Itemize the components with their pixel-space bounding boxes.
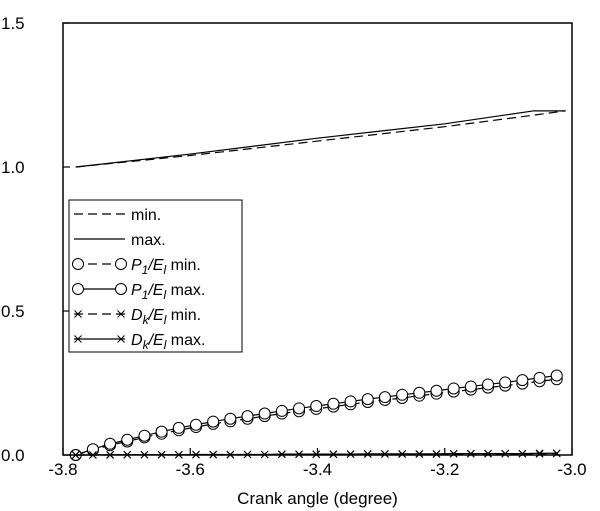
- circle-marker: [104, 437, 117, 450]
- x-marker: [74, 310, 82, 318]
- legend-item: max.: [74, 232, 166, 249]
- circle-marker: [138, 429, 151, 442]
- circle-marker: [72, 258, 84, 270]
- circle-marker: [86, 443, 99, 456]
- legend-item: Dk/El min.: [74, 307, 201, 327]
- x-marker: [381, 449, 389, 458]
- circle-marker: [115, 258, 127, 270]
- circle-marker: [396, 388, 409, 401]
- x-marker: [432, 449, 441, 458]
- circle-marker: [72, 283, 84, 295]
- circle-marker: [293, 402, 306, 415]
- x-marker: [449, 449, 458, 458]
- series-1: [75, 110, 566, 168]
- x-marker: [466, 449, 475, 458]
- y-tick-label: 0.5: [1, 302, 25, 321]
- legend-item: Dk/El max.: [74, 332, 205, 352]
- axis-ticks: -3.8 -3.6 -3.4 -3.2 -3.0 0.0 0.5 1.0 1.5: [1, 14, 587, 479]
- series-5: [71, 449, 561, 459]
- legend-label: Dk/El max.: [131, 332, 205, 352]
- x-tick-label: -3.8: [48, 460, 77, 479]
- x-tick-label: -3.4: [303, 460, 332, 479]
- legend-label: P1/El min.: [131, 257, 201, 277]
- circle-marker: [121, 433, 134, 446]
- circle-marker: [482, 378, 495, 391]
- x-marker: [363, 449, 372, 458]
- x-marker: [501, 449, 510, 458]
- circle-marker: [344, 395, 357, 408]
- x-marker: [484, 449, 492, 458]
- circle-marker: [155, 425, 168, 438]
- circle-marker: [499, 376, 512, 389]
- x-marker: [117, 310, 125, 318]
- circle-marker: [550, 369, 563, 382]
- y-tick-label: 0.0: [1, 446, 25, 465]
- circle-marker: [275, 404, 288, 417]
- legend-label: min.: [131, 207, 161, 224]
- legend-label: max.: [131, 232, 166, 249]
- x-marker: [346, 450, 355, 458]
- x-marker: [74, 335, 82, 343]
- x-marker: [329, 450, 338, 458]
- circle-marker: [361, 393, 374, 406]
- legend: min. max. P1/El min. P1/El max. Dk/El min. Dk…: [68, 199, 243, 353]
- circle-marker: [224, 412, 237, 425]
- x-tick-label: -3.2: [430, 460, 459, 479]
- circle-marker: [189, 418, 202, 431]
- legend-item: min.: [74, 207, 161, 224]
- x-tick-label: -3.6: [176, 460, 205, 479]
- circle-marker: [172, 421, 185, 434]
- circle-marker: [115, 283, 127, 295]
- circle-marker: [533, 371, 546, 384]
- legend-item: P1/El max.: [72, 282, 205, 302]
- y-tick-label: 1.0: [1, 158, 25, 177]
- x-marker: [518, 449, 527, 458]
- y-tick-label: 1.5: [1, 14, 25, 33]
- legend-box: [68, 199, 243, 353]
- series-0: [75, 110, 566, 168]
- x-marker: [295, 450, 303, 458]
- circle-marker: [310, 400, 323, 413]
- series-line: [75, 110, 566, 168]
- x-marker: [312, 450, 321, 458]
- series-3: [69, 369, 563, 461]
- circle-marker: [413, 386, 426, 399]
- circle-marker: [464, 380, 477, 393]
- legend-label: P1/El max.: [131, 282, 205, 302]
- circle-marker: [241, 410, 254, 423]
- circle-marker: [327, 397, 340, 410]
- x-marker: [398, 449, 406, 458]
- legend-item: P1/El min.: [72, 257, 201, 277]
- legend-label: Dk/El min.: [131, 307, 201, 327]
- circle-marker: [447, 382, 460, 395]
- series-line: [75, 110, 566, 168]
- circle-marker: [378, 391, 391, 404]
- x-marker: [278, 450, 286, 458]
- x-axis-title: Crank angle (degree): [237, 489, 398, 508]
- circle-marker: [258, 407, 271, 420]
- circle-marker: [207, 415, 220, 428]
- circle-marker: [430, 384, 443, 397]
- x-marker: [415, 449, 424, 458]
- x-tick-label: -3.0: [557, 460, 586, 479]
- x-marker: [117, 335, 125, 343]
- circle-marker: [516, 374, 529, 387]
